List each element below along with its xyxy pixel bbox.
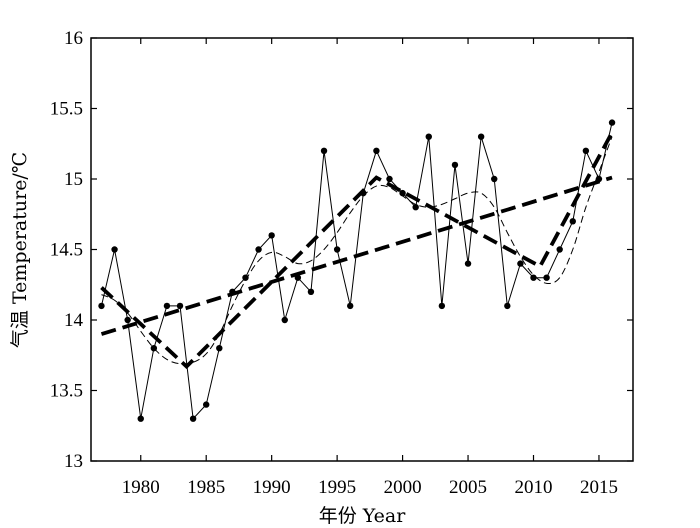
- data-point: [464, 260, 472, 267]
- y-tick-label: 14.5: [50, 240, 83, 261]
- data-point: [491, 175, 498, 183]
- x-tick-label: 1995: [318, 477, 356, 498]
- y-tick-label: 13: [64, 451, 83, 472]
- data-point: [320, 147, 328, 154]
- data-point: [137, 415, 144, 422]
- data-point: [386, 175, 393, 183]
- data-point: [333, 246, 341, 253]
- y-tick-label: 14: [64, 310, 84, 331]
- data-point: [517, 260, 524, 267]
- x-tick-label: 1985: [187, 477, 225, 498]
- series-line-3: [100, 131, 614, 370]
- data-point: [163, 302, 171, 310]
- x-tick-label: 1990: [253, 477, 291, 498]
- x-tick-label: 2000: [384, 477, 422, 498]
- series-line-0: [100, 122, 613, 420]
- data-point: [203, 401, 210, 408]
- x-axis-title: 年份 Year: [319, 505, 407, 527]
- y-tick-label: 13.5: [50, 381, 83, 402]
- x-tick-label: 1980: [122, 477, 160, 498]
- data-point: [347, 302, 354, 310]
- y-tick-label: 16: [64, 28, 83, 49]
- series-line-2: [100, 175, 613, 336]
- data-point: [307, 288, 315, 295]
- data-point: [124, 316, 131, 324]
- x-tick-label: 2015: [580, 477, 618, 498]
- x-tick-label: 2005: [449, 477, 487, 498]
- data-point: [373, 147, 380, 154]
- data-point: [98, 302, 105, 310]
- x-tick-label: 2010: [515, 477, 553, 498]
- y-tick-label: 15.5: [50, 99, 83, 120]
- axis-ticks: 1980 1985 1990 1995 2000 2005 2010 2015 13 13.5 14…: [50, 28, 633, 498]
- data-point: [582, 147, 590, 154]
- data-point: [176, 302, 184, 310]
- data-point: [569, 218, 576, 225]
- data-point: [281, 316, 288, 324]
- series-layer: [98, 119, 616, 422]
- data-point: [530, 274, 537, 281]
- data-point: [268, 232, 275, 239]
- data-point: [543, 274, 550, 281]
- data-point: [111, 246, 118, 253]
- data-point: [412, 204, 419, 211]
- data-point: [216, 345, 223, 352]
- data-point: [504, 302, 511, 310]
- data-point: [477, 133, 485, 140]
- data-point: [189, 415, 197, 422]
- y-axis-title: 气温 Temperature/℃: [9, 152, 31, 348]
- data-point: [438, 302, 446, 310]
- data-point: [425, 133, 432, 140]
- series-line-1: [101, 136, 613, 365]
- y-tick-label: 15: [64, 169, 83, 190]
- data-point: [242, 274, 249, 281]
- data-point: [255, 246, 262, 253]
- data-point: [451, 161, 459, 169]
- data-point: [556, 246, 563, 253]
- data-point: [608, 119, 616, 126]
- plot-frame: [90, 37, 634, 462]
